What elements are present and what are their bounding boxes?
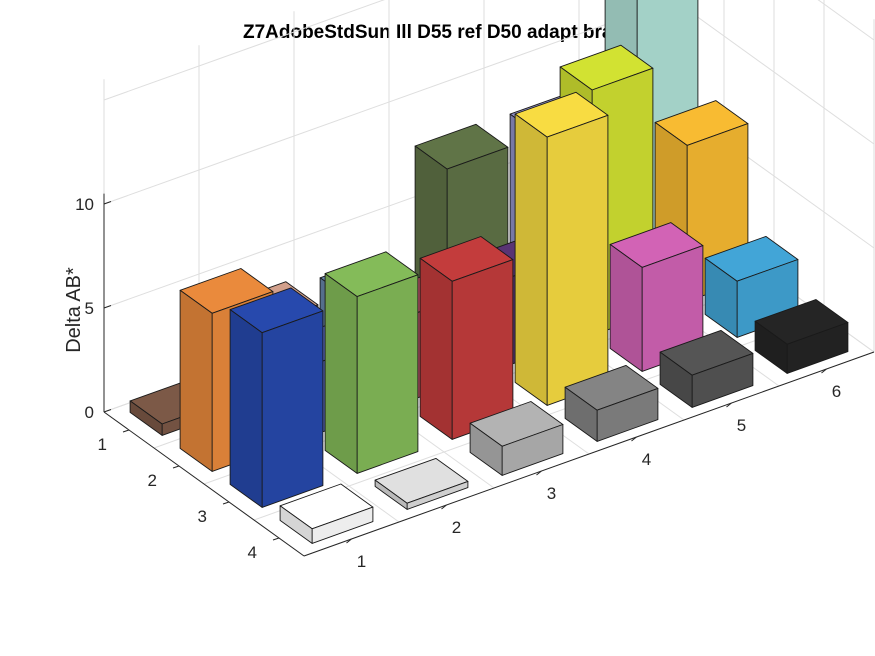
z-tick [103, 201, 112, 205]
z-tick [103, 305, 112, 309]
col-tick [536, 470, 542, 476]
bar [374, 457, 469, 510]
row-axis-line [103, 411, 305, 557]
bars [129, 0, 849, 544]
grid-line [103, 0, 385, 101]
row-tick [122, 429, 130, 433]
bar-side [279, 505, 313, 544]
row-tick-label: 4 [248, 543, 257, 562]
grid-line [673, 0, 875, 145]
bar-side [564, 386, 598, 442]
col-tick-label: 5 [737, 416, 746, 435]
grid-line [817, 0, 875, 41]
bar [279, 483, 374, 544]
col-axis-line [303, 351, 875, 557]
bar-side [129, 400, 163, 436]
bar-front [261, 310, 324, 508]
col-tick [346, 538, 352, 544]
bar [754, 299, 849, 374]
bar-side [374, 479, 408, 510]
bar-side [229, 309, 263, 508]
bar-side [659, 351, 693, 408]
z-tick [103, 409, 112, 413]
col-tick-label: 2 [452, 518, 461, 537]
bar-side [754, 320, 788, 374]
col-tick-label: 4 [642, 450, 651, 469]
bar [324, 251, 419, 474]
x-tick-labels: 1 2 3 4 5 6 [357, 382, 841, 571]
col-tick-label: 6 [832, 382, 841, 401]
bar-side [514, 113, 548, 406]
z-tick-labels: 0 5 10 [75, 195, 94, 422]
chart-title: Z7AdobeStdSun Ill D55 ref D50 adapt brad… [243, 22, 661, 43]
bar [609, 222, 704, 372]
row-tick-label: 2 [148, 471, 157, 490]
bar-front [356, 274, 419, 474]
bar [564, 364, 659, 442]
z-axis-label: Delta AB* [63, 267, 85, 353]
row-tick-label: 3 [198, 507, 207, 526]
bar-side [469, 422, 503, 476]
bar-side [324, 273, 358, 474]
bar [419, 236, 514, 440]
z-tick-label: 5 [85, 299, 94, 318]
bar [469, 401, 564, 476]
bar [659, 329, 754, 408]
bar-front [546, 114, 609, 406]
col-tick [441, 504, 447, 510]
col-tick [631, 436, 637, 442]
bar-side [419, 257, 453, 440]
bar [514, 91, 609, 406]
bar-side [609, 243, 643, 372]
bar-side [704, 257, 738, 338]
axes [103, 193, 875, 557]
bar [229, 287, 324, 508]
col-tick [821, 368, 827, 374]
z-tick-label: 0 [85, 403, 94, 422]
row-tick [272, 537, 280, 541]
row-tick-label: 1 [98, 435, 107, 454]
col-tick-label: 1 [357, 552, 366, 571]
z-tick-label: 10 [75, 195, 94, 214]
col-tick-label: 3 [547, 484, 556, 503]
row-tick [172, 465, 180, 469]
bar-side [179, 289, 213, 472]
row-tick [222, 501, 230, 505]
col-tick [726, 402, 732, 408]
y-tick-labels: 1 2 3 4 [98, 435, 257, 562]
grid-line [103, 0, 675, 205]
